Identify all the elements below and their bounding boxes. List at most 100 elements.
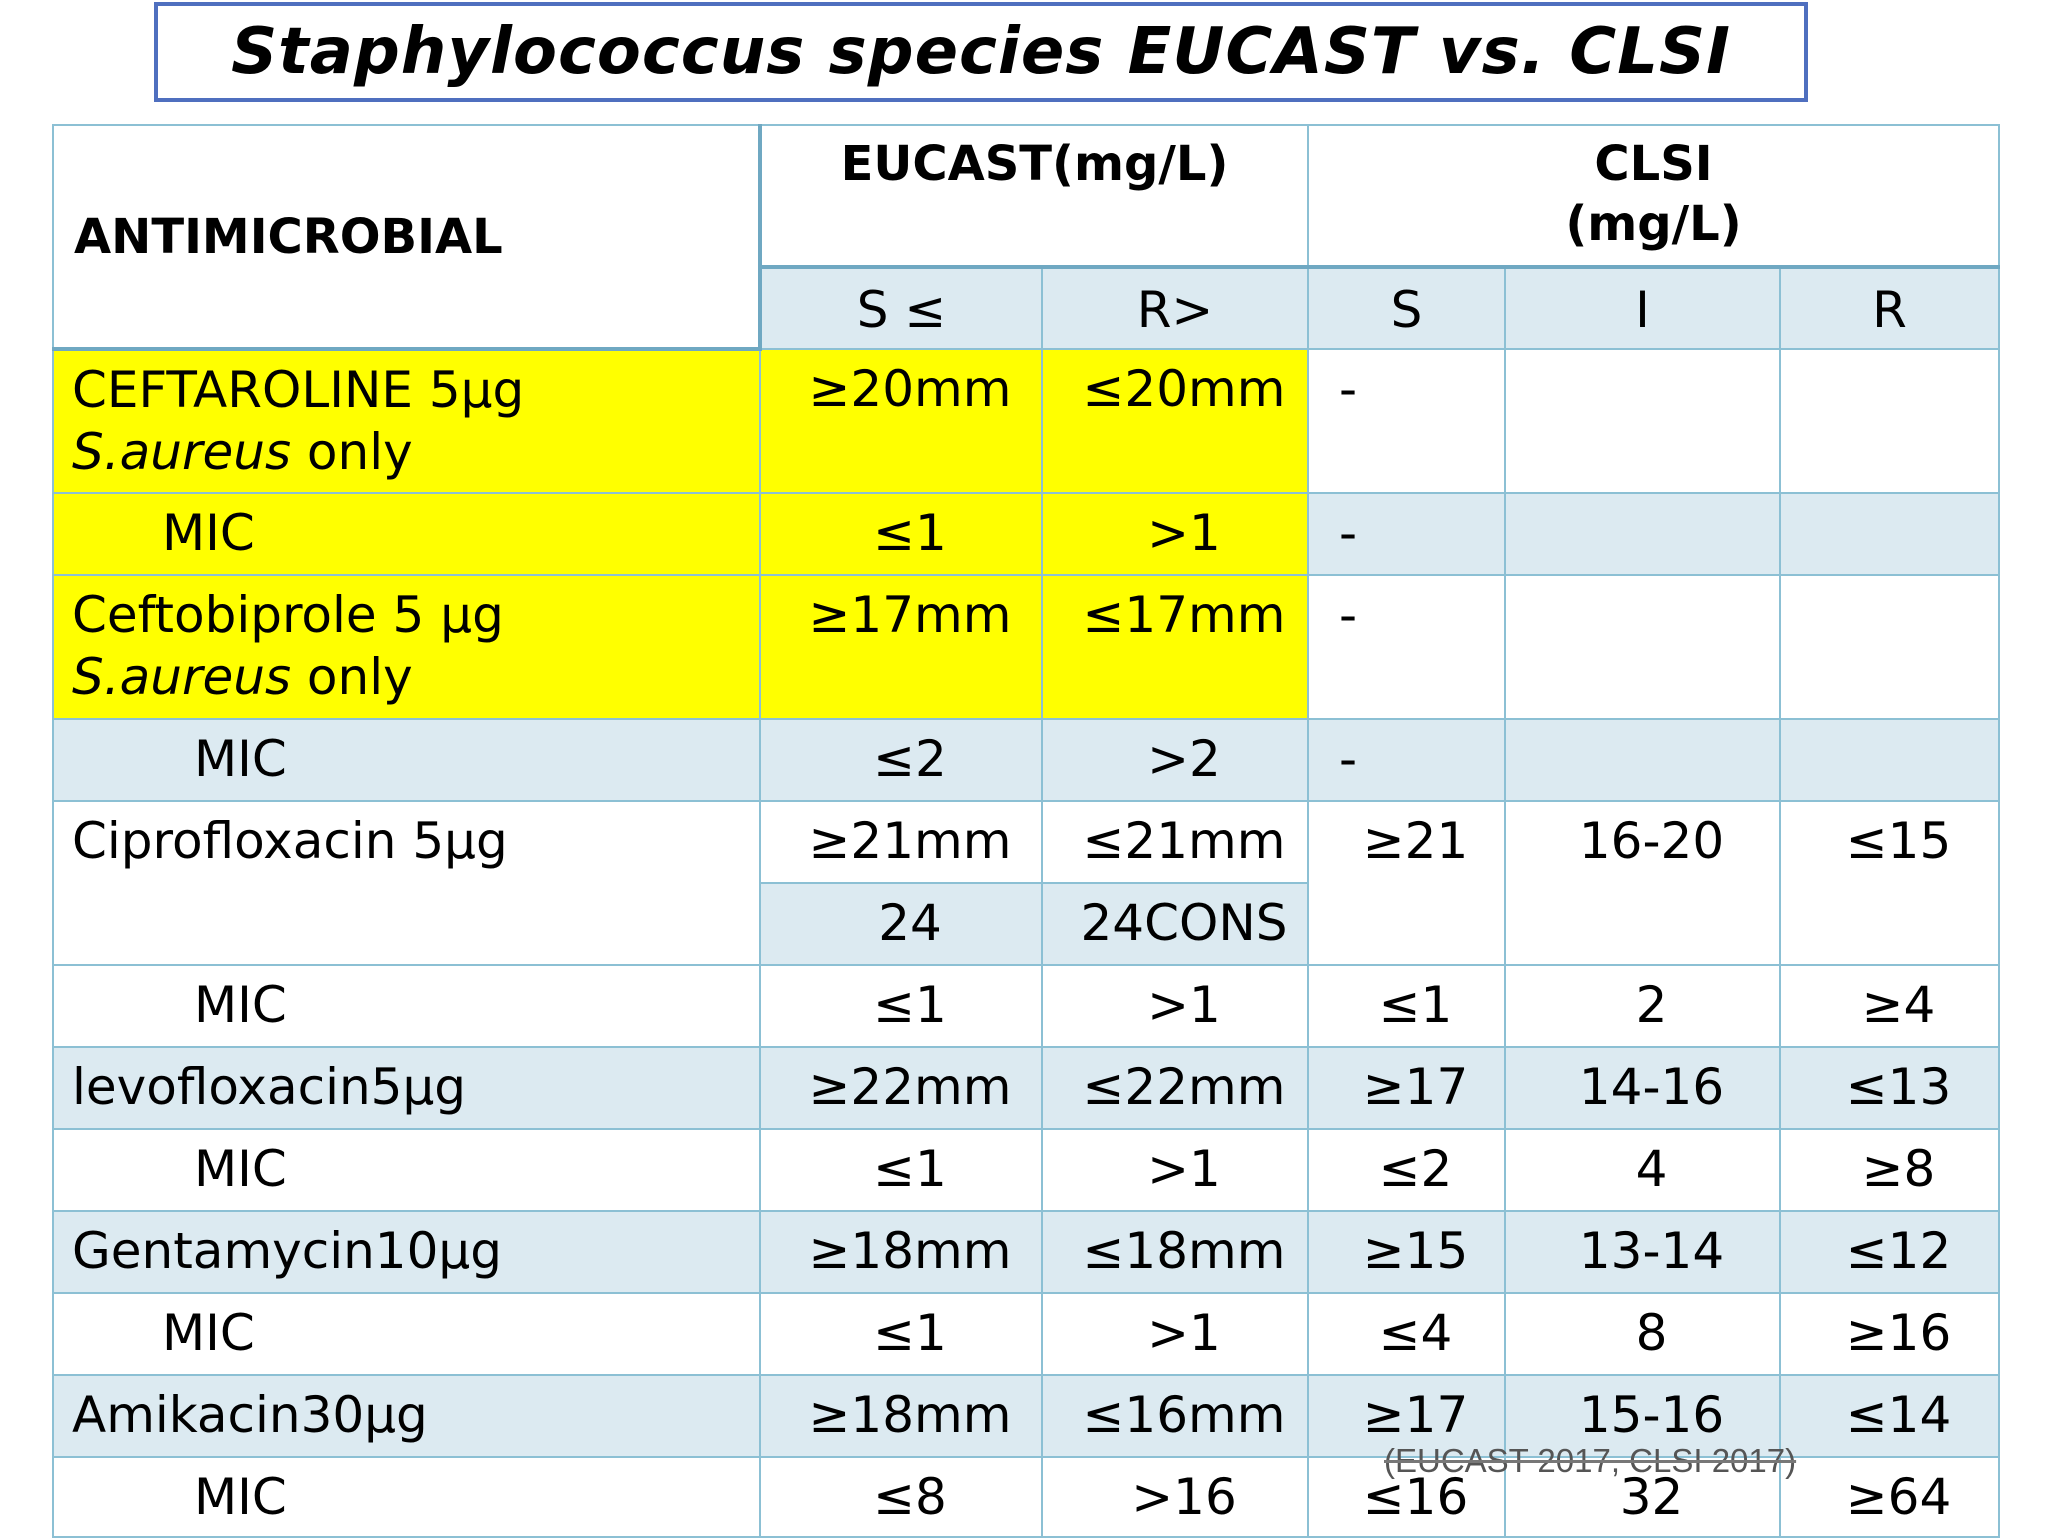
clsi-r-cell: ≥8: [1779, 1128, 2001, 1212]
subheader-eucast-r: R>: [1040, 265, 1310, 350]
clsi-s-cell: -: [1307, 718, 1507, 802]
clsi-i-cell: [1504, 718, 1782, 802]
drug-name-cell: CEFTAROLINE 5µg S.aureus only: [52, 348, 761, 494]
clsi-s-cell: -: [1307, 348, 1507, 494]
eucast-r-cell: >1: [1040, 1128, 1310, 1212]
drug-name: Gentamycin10µg: [52, 1210, 761, 1294]
clsi-r-cell: ≥64: [1779, 1456, 2001, 1538]
citation: (EUCAST 2017, CLSI 2017): [1384, 1442, 1797, 1479]
drug-name: MIC: [52, 1456, 761, 1538]
drug-name: Amikacin30µg: [52, 1374, 761, 1458]
drug-name-cell: Ceftobiprole 5 µg S.aureus only: [52, 574, 761, 720]
clsi-s-cell: ≤1: [1307, 964, 1507, 1048]
clsi-s-cell: ≤4: [1307, 1292, 1507, 1376]
drug-name: MIC: [52, 492, 761, 576]
eucast-r-cell: ≤17mm: [1040, 574, 1310, 720]
eucast-r-cell: 24CONS: [1040, 882, 1310, 966]
clsi-i-cell: [1504, 492, 1782, 576]
eucast-r-cell: >16: [1040, 1456, 1310, 1538]
header-clsi-line1: CLSI: [1594, 136, 1713, 192]
clsi-r-cell: [1779, 348, 2001, 494]
clsi-s-cell: ≥17: [1307, 1374, 1507, 1458]
header-row: ANTIMICROBIAL EUCAST(mg/L) CLSI (mg/L): [52, 124, 2001, 351]
clsi-r-cell: ≥16: [1779, 1292, 2001, 1376]
eucast-r-cell: >1: [1040, 492, 1310, 576]
clsi-i-cell: 13-14: [1504, 1210, 1782, 1294]
table-row: MIC ≤1 >1 -: [52, 492, 2001, 576]
clsi-i-cell: [1504, 574, 1782, 720]
eucast-r-cell: >1: [1040, 1292, 1310, 1376]
eucast-s-cell: ≤2: [759, 718, 1043, 802]
header-clsi-line2: (mg/L): [1565, 196, 1742, 252]
drug-name: CEFTAROLINE 5µg: [72, 361, 525, 419]
drug-note: S.aureus only: [72, 423, 413, 481]
eucast-s-cell: ≤8: [759, 1456, 1043, 1538]
drug-name: levofloxacin5µg: [52, 1046, 761, 1130]
eucast-s-cell: ≥22mm: [759, 1046, 1043, 1130]
table-row: MIC ≤2 >2 -: [52, 718, 2001, 802]
eucast-r-cell: ≤16mm: [1040, 1374, 1310, 1458]
table-row: Amikacin30µg ≥18mm ≤16mm ≥17 15-16 ≤14: [52, 1374, 2001, 1458]
eucast-s-cell: ≤1: [759, 492, 1043, 576]
table-row: Ciprofloxacin 5µg ≥21mm ≤21mm ≥21 16-20 …: [52, 800, 2001, 966]
eucast-r-cell: ≤20mm: [1040, 348, 1310, 494]
clsi-s-cell: -: [1307, 492, 1507, 576]
eucast-r-cell: ≤21mm: [1040, 800, 1310, 884]
clsi-s-cell: ≤16: [1307, 1456, 1507, 1538]
header-eucast: EUCAST(mg/L): [758, 124, 1310, 268]
drug-name: MIC: [52, 1292, 761, 1376]
eucast-s-cell: ≥17mm: [759, 574, 1043, 720]
clsi-s-cell: ≥21: [1307, 800, 1507, 966]
subheader-row: S ≤ R> S I R: [53, 265, 2001, 350]
drug-name: MIC: [52, 964, 761, 1048]
clsi-i-cell: 16-20: [1504, 800, 1782, 966]
eucast-r-cell: ≤18mm: [1040, 1210, 1310, 1294]
table-row: 24 24CONS: [53, 882, 1999, 966]
eucast-r-cell: >1: [1040, 964, 1310, 1048]
table-row: MIC ≤1 >1 ≤2 4 ≥8: [52, 1128, 2001, 1212]
header-clsi: CLSI (mg/L): [1307, 124, 2001, 268]
clsi-r-cell: ≥4: [1779, 964, 2001, 1048]
page-title: Staphylococcus species EUCAST vs. CLSI: [231, 15, 1731, 89]
clsi-s-cell: ≤2: [1307, 1128, 1507, 1212]
subheader-clsi-r: R: [1779, 265, 2001, 350]
clsi-r-cell: ≤15: [1779, 800, 2001, 966]
title-box: Staphylococcus species EUCAST vs. CLSI: [154, 2, 1808, 102]
table-row: Gentamycin10µg ≥18mm ≤18mm ≥15 13-14 ≤12: [52, 1210, 2001, 1294]
eucast-s-cell: ≥20mm: [759, 348, 1043, 494]
clsi-s-cell: ≥17: [1307, 1046, 1507, 1130]
eucast-r-cell: >2: [1040, 718, 1310, 802]
table-row: MIC ≤1 >1 ≤4 8 ≥16: [52, 1292, 2001, 1376]
drug-name: MIC: [52, 718, 761, 802]
clsi-r-cell: [1779, 574, 2001, 720]
eucast-s-cell: ≥18mm: [759, 1210, 1043, 1294]
eucast-s-cell: ≥21mm: [759, 800, 1043, 884]
clsi-i-cell: 14-16: [1504, 1046, 1782, 1130]
breakpoint-table: ANTIMICROBIAL EUCAST(mg/L) CLSI (mg/L) S…: [52, 124, 2001, 1538]
table-row: MIC ≤1 >1 ≤1 2 ≥4: [52, 964, 2001, 1048]
clsi-i-cell: 8: [1504, 1292, 1782, 1376]
subheader-clsi-s: S: [1307, 265, 1507, 350]
clsi-r-cell: ≤14: [1779, 1374, 2001, 1458]
subheader-eucast-s: S ≤: [759, 265, 1043, 350]
subheader-clsi-i: I: [1504, 265, 1782, 350]
clsi-s-cell: ≥15: [1307, 1210, 1507, 1294]
eucast-s-cell: ≤1: [759, 1292, 1043, 1376]
eucast-s-cell: ≥18mm: [759, 1374, 1043, 1458]
clsi-i-cell: 4: [1504, 1128, 1782, 1212]
table-row: Ceftobiprole 5 µg S.aureus only ≥17mm ≤1…: [52, 574, 2001, 720]
clsi-i-cell: [1504, 348, 1782, 494]
eucast-s-cell: ≤1: [759, 964, 1043, 1048]
eucast-s-cell: ≤1: [759, 1128, 1043, 1212]
clsi-r-cell: ≤12: [1779, 1210, 2001, 1294]
eucast-s-cell: 24: [759, 882, 1043, 966]
drug-name: Ceftobiprole 5 µg: [72, 586, 504, 644]
clsi-i-cell: 2: [1504, 964, 1782, 1048]
table-row: levofloxacin5µg ≥22mm ≤22mm ≥17 14-16 ≤1…: [52, 1046, 2001, 1130]
clsi-r-cell: [1779, 718, 2001, 802]
clsi-i-cell: 15-16: [1504, 1374, 1782, 1458]
header-antimicrobial: ANTIMICROBIAL: [52, 124, 762, 351]
clsi-r-cell: ≤13: [1779, 1046, 2001, 1130]
table-row: CEFTAROLINE 5µg S.aureus only ≥20mm ≤20m…: [52, 348, 2001, 494]
drug-name: MIC: [52, 1128, 761, 1212]
